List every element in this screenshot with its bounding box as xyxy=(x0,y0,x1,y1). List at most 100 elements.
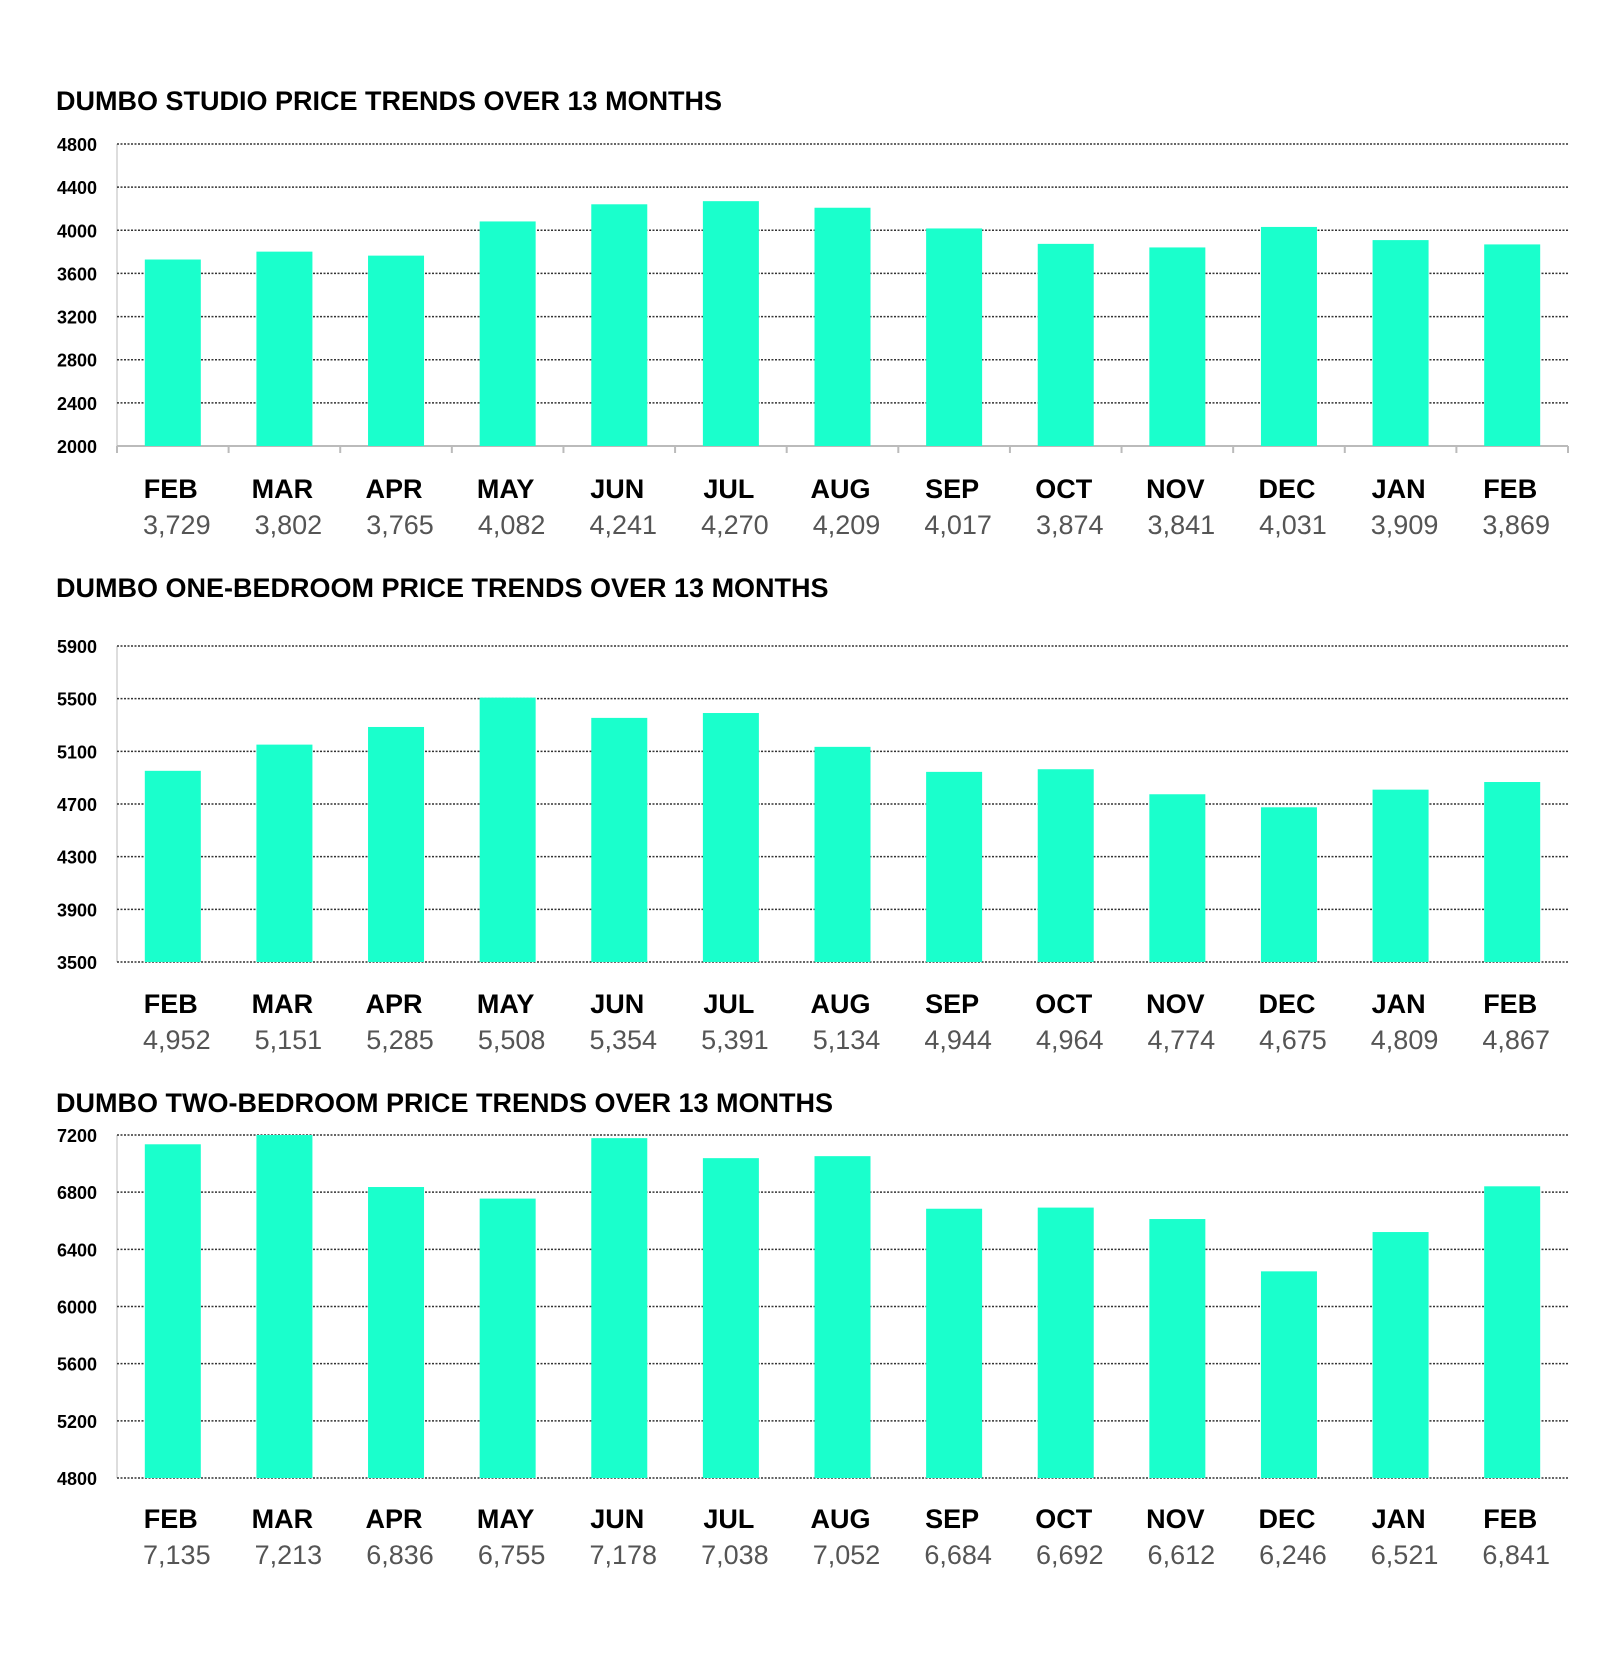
bar-jun xyxy=(591,1138,648,1478)
x-tick-label: DEC xyxy=(1258,989,1315,1019)
x-tick-label: AUG xyxy=(811,474,871,504)
bar-mar xyxy=(256,744,313,962)
y-tick-label: 4800 xyxy=(57,1469,97,1489)
chart-1: DUMBO STUDIO PRICE TRENDS OVER 13 MONTHS… xyxy=(56,86,1569,540)
data-label: 6,841 xyxy=(1482,1540,1550,1570)
x-tick-label: AUG xyxy=(811,989,871,1019)
y-tick-label: 6400 xyxy=(57,1240,97,1260)
bar-feb xyxy=(144,259,201,446)
chart-title: DUMBO STUDIO PRICE TRENDS OVER 13 MONTHS xyxy=(56,86,722,116)
data-label: 5,151 xyxy=(255,1025,323,1055)
bar-nov xyxy=(1149,1219,1206,1478)
data-label: 4,952 xyxy=(143,1025,211,1055)
y-tick-label: 3600 xyxy=(57,264,97,284)
bar-dec xyxy=(1260,807,1317,962)
data-label: 4,867 xyxy=(1482,1025,1550,1055)
y-tick-label: 5500 xyxy=(57,690,97,710)
data-label: 6,246 xyxy=(1259,1540,1327,1570)
x-tick-label: APR xyxy=(366,474,423,504)
bar-dec xyxy=(1260,226,1317,446)
bar-feb xyxy=(1484,782,1541,962)
x-tick-label: FEB xyxy=(144,1504,198,1534)
bar-mar xyxy=(256,1135,313,1478)
data-label: 4,964 xyxy=(1036,1025,1104,1055)
y-tick-label: 4000 xyxy=(57,221,97,241)
x-tick-label: OCT xyxy=(1035,1504,1093,1534)
data-label: 7,213 xyxy=(255,1540,323,1570)
y-tick-label: 6800 xyxy=(57,1183,97,1203)
bar-dec xyxy=(1260,1271,1317,1478)
x-tick-label: OCT xyxy=(1035,989,1093,1019)
x-tick-label: MAY xyxy=(477,1504,535,1534)
x-tick-label: FEB xyxy=(144,989,198,1019)
data-label: 4,209 xyxy=(813,510,881,540)
data-label: 5,391 xyxy=(701,1025,769,1055)
bar-sep xyxy=(926,771,983,962)
data-label: 3,765 xyxy=(366,510,434,540)
bar-feb xyxy=(144,1144,201,1478)
y-tick-label: 3200 xyxy=(57,308,97,328)
bar-oct xyxy=(1037,1207,1094,1478)
bar-sep xyxy=(926,1208,983,1478)
x-tick-label: FEB xyxy=(144,474,198,504)
data-label: 5,285 xyxy=(366,1025,434,1055)
x-tick-label: MAR xyxy=(252,474,314,504)
x-tick-label: APR xyxy=(366,1504,423,1534)
x-tick-label: SEP xyxy=(925,474,979,504)
data-label: 7,135 xyxy=(143,1540,211,1570)
data-label: 5,354 xyxy=(589,1025,657,1055)
x-tick-label: SEP xyxy=(925,1504,979,1534)
data-label: 3,874 xyxy=(1036,510,1104,540)
data-label: 7,038 xyxy=(701,1540,769,1570)
bar-feb xyxy=(1484,244,1541,446)
data-label: 6,755 xyxy=(478,1540,546,1570)
x-tick-label: JUL xyxy=(703,989,754,1019)
bar-jul xyxy=(702,201,759,446)
x-tick-label: MAY xyxy=(477,989,535,1019)
chart-2: DUMBO ONE-BEDROOM PRICE TRENDS OVER 13 M… xyxy=(56,573,1568,1055)
x-tick-label: AUG xyxy=(811,1504,871,1534)
x-tick-label: JAN xyxy=(1372,1504,1426,1534)
data-label: 6,692 xyxy=(1036,1540,1104,1570)
x-tick-label: FEB xyxy=(1483,1504,1537,1534)
x-tick-label: NOV xyxy=(1146,989,1205,1019)
x-tick-label: JAN xyxy=(1372,989,1426,1019)
data-label: 6,836 xyxy=(366,1540,434,1570)
data-label: 4,270 xyxy=(701,510,769,540)
bar-oct xyxy=(1037,243,1094,446)
bar-nov xyxy=(1149,794,1206,962)
y-tick-label: 4800 xyxy=(57,135,97,155)
x-tick-label: FEB xyxy=(1483,474,1537,504)
data-label: 3,841 xyxy=(1148,510,1216,540)
data-label: 4,082 xyxy=(478,510,546,540)
x-tick-label: OCT xyxy=(1035,474,1093,504)
chart-title: DUMBO ONE-BEDROOM PRICE TRENDS OVER 13 M… xyxy=(56,573,829,603)
bar-jun xyxy=(591,204,648,446)
bar-aug xyxy=(814,207,871,446)
x-tick-label: MAY xyxy=(477,474,535,504)
bar-jan xyxy=(1372,1232,1429,1478)
y-tick-label: 5200 xyxy=(57,1412,97,1432)
data-label: 5,508 xyxy=(478,1025,546,1055)
x-tick-label: JAN xyxy=(1372,474,1426,504)
bar-jul xyxy=(702,713,759,962)
bar-feb xyxy=(1484,1186,1541,1478)
bar-sep xyxy=(926,228,983,446)
data-label: 4,774 xyxy=(1148,1025,1216,1055)
bar-feb xyxy=(144,770,201,962)
x-tick-label: APR xyxy=(366,989,423,1019)
bar-apr xyxy=(368,1187,425,1478)
x-tick-label: NOV xyxy=(1146,474,1205,504)
data-label: 7,052 xyxy=(813,1540,881,1570)
data-label: 6,684 xyxy=(924,1540,992,1570)
y-tick-label: 7200 xyxy=(57,1126,97,1146)
x-tick-label: JUL xyxy=(703,1504,754,1534)
chart-3: DUMBO TWO-BEDROOM PRICE TRENDS OVER 13 M… xyxy=(56,1088,1568,1570)
y-tick-label: 6000 xyxy=(57,1298,97,1318)
y-tick-label: 5100 xyxy=(57,742,97,762)
y-tick-label: 2000 xyxy=(57,437,97,457)
data-label: 3,802 xyxy=(255,510,323,540)
y-tick-label: 4300 xyxy=(57,848,97,868)
x-tick-label: MAR xyxy=(252,989,314,1019)
data-label: 4,675 xyxy=(1259,1025,1327,1055)
